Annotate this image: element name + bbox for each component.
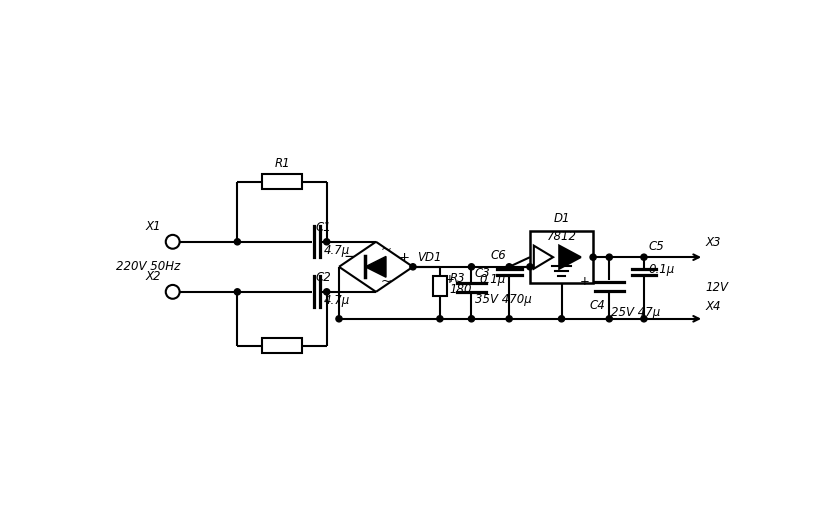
Polygon shape — [534, 245, 553, 269]
Text: ~: ~ — [380, 243, 392, 257]
Text: C2: C2 — [316, 271, 332, 284]
Text: 0.1μ: 0.1μ — [649, 263, 675, 276]
Text: X2: X2 — [146, 270, 161, 282]
Text: VD1: VD1 — [417, 251, 442, 264]
Circle shape — [410, 264, 416, 270]
Circle shape — [323, 239, 330, 245]
Text: 4.7μ: 4.7μ — [323, 294, 350, 307]
Bar — [530, 231, 593, 283]
Bar — [433, 276, 447, 297]
Circle shape — [468, 316, 475, 322]
Bar — [262, 338, 302, 353]
Text: C4: C4 — [590, 299, 606, 312]
Text: C3: C3 — [475, 267, 491, 279]
Circle shape — [235, 239, 240, 245]
Circle shape — [527, 264, 533, 270]
Text: ~: ~ — [380, 275, 392, 288]
Text: 12V: 12V — [705, 281, 728, 295]
Circle shape — [235, 289, 240, 295]
Circle shape — [607, 316, 612, 322]
Text: 1M: 1M — [273, 339, 291, 352]
Text: C6: C6 — [491, 249, 506, 262]
Text: 0.1μ: 0.1μ — [480, 273, 506, 286]
Circle shape — [506, 316, 512, 322]
Text: +: + — [580, 275, 590, 288]
Text: X1: X1 — [146, 220, 161, 233]
Text: 7812: 7812 — [546, 230, 577, 243]
Text: 25V 47μ: 25V 47μ — [611, 306, 660, 319]
Circle shape — [641, 316, 647, 322]
Text: 1M: 1M — [273, 175, 291, 188]
Text: 180: 180 — [450, 283, 472, 296]
Text: D1: D1 — [553, 212, 570, 225]
Text: C1: C1 — [316, 221, 332, 234]
Circle shape — [607, 254, 612, 260]
Bar — [262, 174, 302, 190]
Text: 35V 470μ: 35V 470μ — [475, 294, 532, 306]
Text: 220V 50Hz: 220V 50Hz — [117, 260, 181, 273]
Text: +: + — [444, 273, 454, 286]
Circle shape — [506, 264, 512, 270]
Text: +: + — [399, 251, 410, 264]
Text: R3: R3 — [450, 272, 466, 285]
Text: −: − — [344, 249, 356, 264]
Circle shape — [590, 254, 596, 260]
Circle shape — [437, 316, 443, 322]
Polygon shape — [560, 245, 581, 269]
Text: 4.7μ: 4.7μ — [323, 244, 350, 257]
Circle shape — [641, 254, 647, 260]
Text: R2: R2 — [274, 336, 290, 349]
Polygon shape — [365, 257, 386, 277]
Circle shape — [336, 316, 342, 322]
Circle shape — [323, 289, 330, 295]
Circle shape — [559, 316, 565, 322]
Text: C5: C5 — [649, 240, 664, 252]
Text: R1: R1 — [274, 157, 290, 170]
Text: X4: X4 — [705, 300, 721, 313]
Circle shape — [468, 264, 475, 270]
Text: X3: X3 — [705, 236, 721, 249]
